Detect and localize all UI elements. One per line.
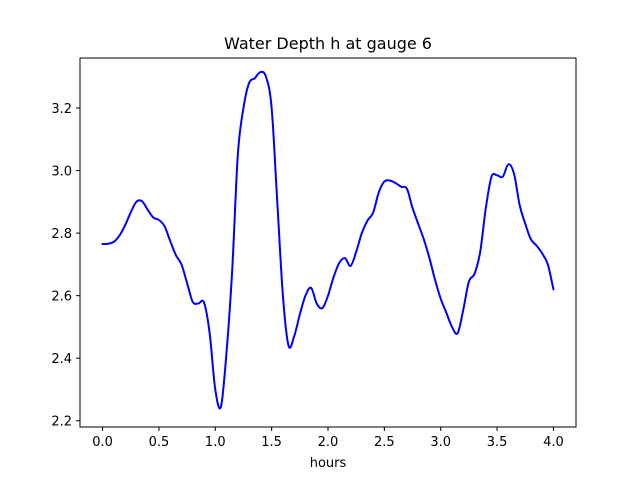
y-tick-label: 3.0 xyxy=(51,165,72,180)
series-line xyxy=(101,70,555,410)
x-tick-label: 2.0 xyxy=(318,435,339,450)
x-tick-label: 2.5 xyxy=(374,435,395,450)
chart-title: Water Depth h at gauge 6 xyxy=(224,34,432,53)
y-tick-label: 2.4 xyxy=(51,352,72,367)
x-tick-label: 0.0 xyxy=(92,435,113,450)
y-tick-label: 2.2 xyxy=(51,415,72,430)
x-tick-label: 3.5 xyxy=(487,435,508,450)
y-tick-label: 2.8 xyxy=(51,227,72,242)
x-tick-label: 4.0 xyxy=(543,435,564,450)
y-tick-label: 3.2 xyxy=(51,102,72,117)
x-axis: 0.0 0.5 1.0 1.5 2.0 2.5 3.0 3.5 4.0 xyxy=(92,427,564,450)
x-tick-label: 0.5 xyxy=(149,435,170,450)
y-tick-label: 2.6 xyxy=(51,290,72,305)
x-tick-label: 1.0 xyxy=(205,435,226,450)
x-axis-label: hours xyxy=(310,456,347,471)
y-axis: 2.2 2.4 2.6 2.8 3.0 3.2 xyxy=(51,102,80,430)
x-tick-label: 1.5 xyxy=(261,435,282,450)
x-tick-label: 3.0 xyxy=(430,435,451,450)
